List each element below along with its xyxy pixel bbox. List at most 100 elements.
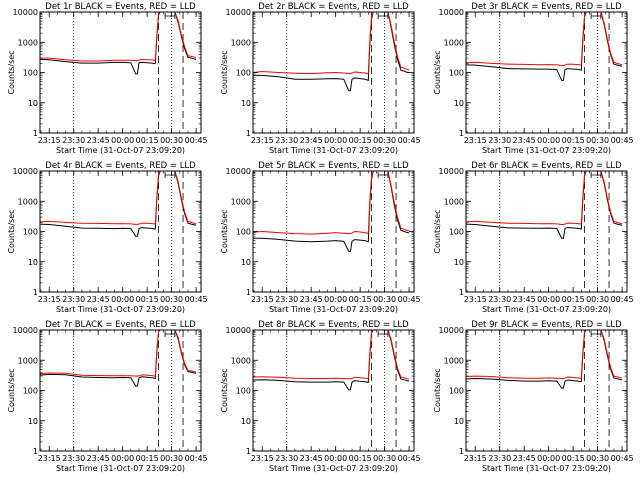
x-tick-label: 00:00	[111, 295, 134, 304]
x-axis-label: Start Time (31-Oct-07 23:09:20)	[269, 146, 398, 155]
x-tick-label: 23:45	[513, 295, 536, 304]
interval-bracket-marker	[377, 331, 389, 337]
x-tick-label: 23:15	[251, 454, 274, 463]
detector-panel-5: Det 5r BLACK = Events, RED = LLD 1 10 100 10…	[220, 161, 421, 314]
x-axis-label: Start Time (31-Oct-07 23:09:20)	[56, 305, 185, 314]
x-tick-label: 00:00	[537, 454, 560, 463]
interval-bracket-marker	[590, 172, 602, 178]
y-axis-label: Counts/sec	[7, 368, 16, 412]
x-tick-label: 00:30	[373, 454, 396, 463]
x-tick-label: 23:45	[300, 295, 323, 304]
y-axis-label: Counts/sec	[433, 50, 442, 94]
interval-bracket-marker	[164, 13, 176, 19]
y-tick-label: 1	[33, 447, 38, 456]
x-axis-label: Start Time (31-Oct-07 23:09:20)	[482, 464, 611, 473]
x-tick-label: 00:15	[349, 136, 372, 145]
y-tick-label: 1000	[444, 197, 464, 206]
x-tick-label: 00:45	[185, 454, 208, 463]
detector-panel-2: Det 2r BLACK = Events, RED = LLD 1 10 100 10…	[220, 2, 421, 155]
plot-frame	[252, 329, 415, 452]
x-tick-label: 23:30	[488, 136, 511, 145]
x-tick-label: 00:00	[111, 136, 134, 145]
y-tick-label: 100	[23, 228, 38, 237]
detector-panel-6: Det 6r BLACK = Events, RED = LLD 1 10 100 10…	[433, 161, 634, 314]
x-tick-label: 00:30	[373, 295, 396, 304]
x-tick-label: 23:15	[464, 136, 487, 145]
detector-panel-4: Det 4r BLACK = Events, RED = LLD 1 10 100 10…	[7, 161, 208, 314]
x-tick-label: 00:30	[586, 295, 609, 304]
y-axis-label: Counts/sec	[220, 209, 229, 253]
x-tick-label: 00:15	[136, 136, 159, 145]
detector-panel-7: Det 7r BLACK = Events, RED = LLD 1 10 100 10…	[7, 320, 208, 473]
x-tick-label: 00:30	[160, 454, 183, 463]
lld-series-line	[40, 12, 197, 62]
lld-series-line	[253, 171, 410, 235]
y-tick-label: 1000	[444, 356, 464, 365]
interval-bracket-marker	[377, 13, 389, 19]
y-tick-label: 10	[28, 258, 38, 267]
y-tick-label: 10	[241, 99, 251, 108]
y-tick-label: 1000	[231, 356, 251, 365]
y-tick-label: 100	[236, 69, 251, 78]
interval-bracket-marker	[590, 13, 602, 19]
x-tick-label: 23:30	[488, 295, 511, 304]
events-series-line	[253, 330, 410, 391]
x-tick-label: 23:30	[488, 454, 511, 463]
detector-panel-8: Det 8r BLACK = Events, RED = LLD 1 10 100 10…	[220, 320, 421, 473]
events-series-line	[466, 171, 623, 239]
x-tick-label: 00:45	[185, 295, 208, 304]
y-tick-label: 10	[241, 417, 251, 426]
x-tick-label: 23:15	[38, 454, 61, 463]
y-tick-label: 10000	[439, 167, 464, 176]
x-tick-label: 00:00	[111, 454, 134, 463]
x-tick-label: 00:15	[349, 295, 372, 304]
y-tick-label: 10	[241, 258, 251, 267]
panel-title: Det 4r BLACK = Events, RED = LLD	[45, 161, 196, 171]
y-tick-label: 10000	[226, 8, 251, 17]
y-axis-label: Counts/sec	[433, 209, 442, 253]
x-tick-label: 00:15	[136, 295, 159, 304]
x-tick-label: 23:15	[251, 295, 274, 304]
x-tick-label: 23:15	[464, 295, 487, 304]
x-tick-label: 00:45	[185, 136, 208, 145]
panel-title: Det 2r BLACK = Events, RED = LLD	[258, 2, 409, 12]
y-tick-label: 1000	[18, 356, 38, 365]
lld-series-line	[466, 330, 623, 380]
y-tick-label: 1	[33, 129, 38, 138]
y-tick-label: 100	[23, 387, 38, 396]
x-tick-label: 00:45	[611, 454, 634, 463]
lld-series-line	[466, 12, 623, 66]
y-tick-label: 1	[246, 288, 251, 297]
x-tick-label: 00:00	[324, 136, 347, 145]
lld-series-line	[466, 171, 623, 225]
y-tick-label: 100	[449, 69, 464, 78]
y-tick-label: 10000	[439, 8, 464, 17]
y-tick-label: 1	[33, 288, 38, 297]
x-tick-label: 00:00	[537, 295, 560, 304]
x-tick-label: 23:30	[62, 454, 85, 463]
x-axis-label: Start Time (31-Oct-07 23:09:20)	[482, 305, 611, 314]
x-tick-label: 23:45	[300, 136, 323, 145]
y-tick-label: 10000	[226, 167, 251, 176]
events-series-line	[253, 12, 410, 92]
panel-title: Det 8r BLACK = Events, RED = LLD	[258, 320, 409, 330]
events-series-line	[40, 330, 197, 387]
y-tick-label: 1	[459, 129, 464, 138]
y-axis-label: Counts/sec	[7, 50, 16, 94]
x-tick-label: 23:30	[275, 136, 298, 145]
events-series-line	[40, 171, 197, 237]
x-tick-label: 23:15	[38, 136, 61, 145]
y-axis-label: Counts/sec	[220, 368, 229, 412]
x-tick-label: 23:30	[62, 295, 85, 304]
y-tick-label: 10000	[13, 8, 38, 17]
y-tick-label: 100	[236, 387, 251, 396]
y-tick-label: 10000	[439, 326, 464, 335]
y-tick-label: 1000	[444, 38, 464, 47]
x-tick-label: 23:15	[251, 136, 274, 145]
y-tick-label: 100	[236, 228, 251, 237]
x-axis-label: Start Time (31-Oct-07 23:09:20)	[482, 146, 611, 155]
y-tick-label: 1	[246, 129, 251, 138]
x-tick-label: 23:45	[513, 454, 536, 463]
events-series-line	[253, 171, 410, 252]
events-series-line	[466, 330, 623, 389]
